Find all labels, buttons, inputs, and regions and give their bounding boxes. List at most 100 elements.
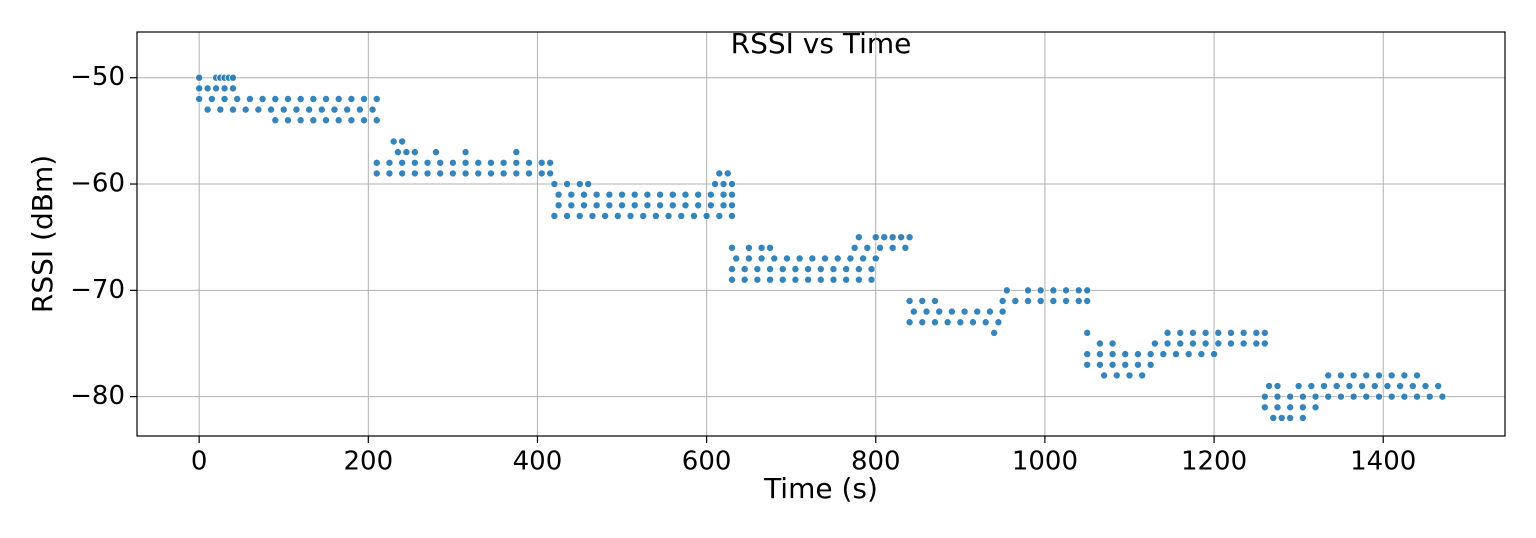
point (207, 94, 216, 103)
point (203, 105, 212, 114)
point (753, 265, 762, 274)
point (1273, 392, 1282, 401)
point (1298, 392, 1307, 401)
point (1201, 339, 1210, 348)
point (525, 169, 534, 178)
point (905, 233, 914, 242)
point (1100, 371, 1109, 380)
point (1095, 339, 1104, 348)
point (875, 243, 884, 252)
point (423, 158, 432, 167)
x-tick-label: 1400 (1350, 447, 1416, 477)
point (930, 296, 939, 305)
y-tick-label: −50 (70, 62, 125, 92)
point (436, 158, 445, 167)
point (804, 265, 813, 274)
point (1413, 371, 1422, 380)
point (1349, 371, 1358, 380)
point (372, 116, 381, 125)
point (1387, 392, 1396, 401)
point (854, 233, 863, 242)
point (461, 148, 470, 157)
point (195, 73, 204, 82)
y-axis-label: RSSI (dBm) (26, 155, 59, 313)
point (1108, 350, 1117, 359)
point (757, 254, 766, 263)
point (651, 211, 660, 220)
point (372, 158, 381, 167)
point (550, 180, 559, 189)
point (279, 105, 288, 114)
point (486, 169, 495, 178)
point (220, 84, 229, 93)
point (1176, 339, 1185, 348)
point (1188, 328, 1197, 337)
point (740, 275, 749, 284)
point (1133, 360, 1142, 369)
point (309, 94, 318, 103)
point (461, 169, 470, 178)
point (677, 211, 686, 220)
point (355, 105, 364, 114)
point (1239, 339, 1248, 348)
point (1197, 350, 1206, 359)
point (998, 307, 1007, 316)
point (727, 265, 736, 274)
point (360, 116, 369, 125)
point (863, 243, 872, 252)
x-axis-label: Time (s) (763, 472, 878, 505)
point (1383, 382, 1392, 391)
point (512, 148, 521, 157)
point (1277, 413, 1286, 422)
point (1311, 403, 1320, 412)
point (1408, 382, 1417, 391)
point (1252, 328, 1261, 337)
point (423, 169, 432, 178)
point (305, 105, 314, 114)
x-tick-label: 1000 (1012, 447, 1078, 477)
point (1172, 350, 1181, 359)
point (727, 201, 736, 210)
point (854, 265, 863, 274)
point (1108, 360, 1117, 369)
point (943, 318, 952, 327)
point (474, 169, 483, 178)
point (715, 211, 724, 220)
point (436, 169, 445, 178)
point (719, 180, 728, 189)
point (448, 169, 457, 178)
point (1095, 350, 1104, 359)
plot-frame (136, 31, 1506, 437)
point (216, 105, 225, 114)
point (1214, 328, 1223, 337)
point (1214, 339, 1223, 348)
point (1112, 371, 1121, 380)
point (930, 318, 939, 327)
point (592, 201, 601, 210)
point (567, 201, 576, 210)
point (1036, 296, 1045, 305)
point (309, 116, 318, 125)
point (1400, 392, 1409, 401)
point (1286, 392, 1295, 401)
point (228, 84, 237, 93)
point (871, 254, 880, 263)
point (867, 275, 876, 284)
point (1320, 382, 1329, 391)
point (588, 211, 597, 220)
point (1362, 371, 1371, 380)
point (656, 190, 665, 199)
point (706, 201, 715, 210)
point (850, 243, 859, 252)
point (1370, 382, 1379, 391)
point (410, 158, 419, 167)
point (1286, 403, 1295, 412)
point (956, 318, 965, 327)
point (1226, 328, 1235, 337)
point (1286, 413, 1295, 422)
point (499, 169, 508, 178)
y-tick-label: −80 (70, 381, 125, 411)
point (766, 265, 775, 274)
x-tick-label: 200 (343, 447, 393, 477)
point (283, 94, 292, 103)
